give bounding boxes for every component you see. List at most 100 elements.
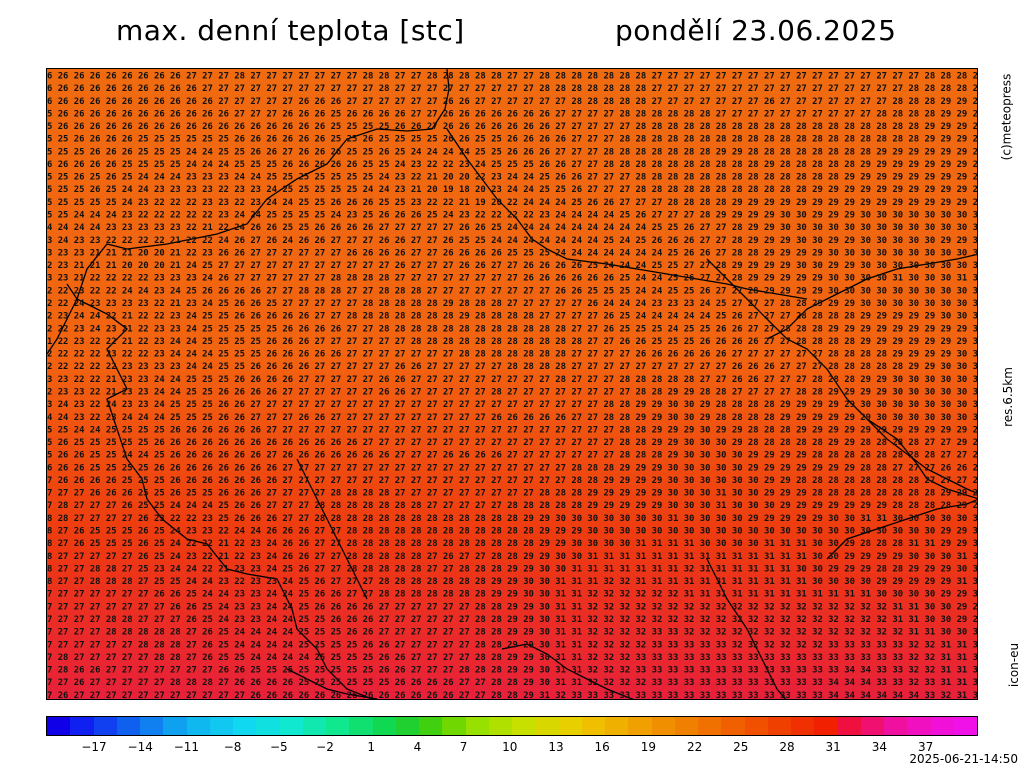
grid-row: 6 26 26 25 25 25 25 26 26 26 26 26 26 26… (47, 462, 978, 473)
map-title: max. denní teplota [stc] (116, 14, 465, 47)
border-line (501, 643, 634, 699)
grid-row: 7 27 27 27 28 28 27 27 27 26 25 24 23 23… (47, 614, 978, 625)
colorbar-segment (953, 717, 977, 735)
colorbar-segment (907, 717, 931, 735)
grid-row: 2 23 21 21 21 20 20 20 21 24 25 27 27 27… (47, 260, 978, 271)
colorbar-tick-label: 7 (459, 740, 468, 754)
resolution-label: res.6.5km (1001, 367, 1016, 427)
grid-row: 4 24 23 22 23 24 24 24 25 25 25 26 26 27… (47, 412, 978, 423)
grid-row: 8 27 27 28 28 28 27 25 25 24 24 23 22 23… (47, 576, 978, 587)
grid-row: 3 23 22 22 21 23 23 24 24 25 25 25 26 26… (47, 374, 978, 385)
grid-row: 2 22 22 22 23 22 22 23 24 24 24 25 25 25… (47, 349, 978, 360)
grid-row: 7 27 27 27 27 27 27 26 26 25 24 24 23 23… (47, 589, 978, 600)
colorbar-tick-label: 28 (779, 740, 795, 754)
colorbar-tick-label: 31 (825, 740, 841, 754)
temperature-values: 6 26 26 26 26 26 26 26 26 27 27 27 28 27… (47, 70, 978, 699)
colorbar-segment (884, 717, 908, 735)
colorbar-segment (326, 717, 350, 735)
colorbar-tick-label: 4 (413, 740, 422, 754)
colorbar-tick-label: −14 (127, 740, 153, 754)
colorbar-segment (674, 717, 698, 735)
grid-row: 7 27 27 27 28 28 28 28 28 27 26 25 24 24… (47, 627, 978, 638)
colorbar-segment (395, 717, 419, 735)
colorbar-segment (605, 717, 629, 735)
grid-row: 5 26 26 26 26 26 26 26 26 26 26 26 26 26… (47, 121, 978, 132)
grid-row: 3 23 23 21 21 21 20 20 21 22 23 26 26 27… (47, 247, 978, 258)
colorbar-ticks: −17 −14 −11 −8 −5 −2 1 4 7 10 13 16 19 22 25 28 31 34 37 (46, 740, 978, 756)
colorbar-segment (930, 717, 954, 735)
colorbar-tick-label: 13 (548, 740, 564, 754)
temperature-colorbar (46, 716, 978, 736)
grid-row: 7 28 27 27 27 27 27 28 28 27 26 25 25 24… (47, 652, 978, 663)
grid-row: 5 25 24 24 24 23 22 22 22 22 22 23 24 24… (47, 210, 978, 221)
grid-row: 7 27 27 27 27 27 27 27 26 26 25 24 23 23… (47, 601, 978, 612)
colorbar-segment (233, 717, 257, 735)
colorbar-tick-label: −5 (269, 740, 288, 754)
grid-row: 5 26 26 26 26 26 26 26 26 26 26 26 27 27… (47, 108, 978, 119)
colorbar-segment (302, 717, 326, 735)
grid-row: 3 24 23 23 22 22 22 22 21 22 22 24 26 27… (47, 235, 978, 246)
grid-row: 7 27 27 26 26 26 25 25 26 25 25 26 26 26… (47, 488, 978, 499)
grid-row: 8 27 26 25 25 25 26 25 24 23 23 22 24 24… (47, 526, 978, 537)
colorbar-segment (581, 717, 605, 735)
colorbar-tick-label: 22 (686, 740, 703, 754)
colorbar-segment (419, 717, 443, 735)
grid-row: 2 23 23 22 21 23 23 24 24 25 25 26 26 26… (47, 386, 978, 397)
temperature-map[interactable]: 6 26 26 26 26 26 26 26 26 27 27 27 28 27… (46, 68, 978, 700)
colorbar-segment (186, 717, 210, 735)
grid-row: 5 25 24 24 25 25 25 25 26 26 26 26 26 26… (47, 424, 978, 435)
temperature-grid: 6 26 26 26 26 26 26 26 26 27 27 27 28 27… (47, 69, 978, 699)
grid-row: 5 25 26 26 26 26 25 25 25 25 25 25 26 26… (47, 134, 978, 145)
colorbar-segment (465, 717, 489, 735)
grid-row: 5 26 26 25 25 24 24 25 26 26 26 26 26 26… (47, 450, 978, 461)
grid-row: 7 27 26 27 27 27 27 27 28 28 28 27 26 26… (47, 677, 978, 688)
grid-row: 5 25 26 25 26 25 24 24 24 23 23 23 24 24… (47, 172, 978, 183)
grid-row: 7 28 27 27 27 26 25 25 24 24 24 25 26 26… (47, 500, 978, 511)
colorbar-segment (512, 717, 536, 735)
colorbar-segment (442, 717, 466, 735)
generated-timestamp: 2025-06-21-14:50 (909, 752, 1018, 766)
colorbar-segment (558, 717, 582, 735)
grid-row: 8 27 26 25 25 25 26 25 24 22 22 21 22 23… (47, 538, 978, 549)
colorbar-tick-label: 1 (367, 740, 376, 754)
country-borders (47, 69, 977, 699)
border-line (866, 418, 977, 494)
colorbar-tick-label: −2 (316, 740, 334, 754)
grid-row: 2 22 22 22 22 23 23 23 23 24 24 25 25 26… (47, 361, 978, 372)
colorbar-segment (744, 717, 768, 735)
grid-row: 8 28 27 27 27 27 26 23 22 22 23 25 26 26… (47, 513, 978, 524)
grid-row: 6 26 26 26 26 25 25 25 25 24 24 24 25 25… (47, 159, 978, 170)
grid-row: 5 25 25 25 25 24 23 22 22 22 23 23 22 23… (47, 197, 978, 208)
border-line (706, 558, 787, 699)
colorbar-segment (628, 717, 652, 735)
colorbar-segment (837, 717, 861, 735)
border-line (47, 69, 450, 355)
border-line (766, 253, 977, 340)
grid-row: 2 22 23 22 22 24 24 23 24 25 26 26 26 26… (47, 285, 978, 296)
grid-row: 6 26 26 26 26 26 26 26 26 27 27 27 28 27… (47, 70, 978, 81)
colorbar-segment (721, 717, 745, 735)
colorbar-segment (791, 717, 815, 735)
grid-row: 4 24 24 24 23 23 23 23 23 22 21 22 24 26… (47, 222, 978, 233)
grid-row: 3 23 21 22 22 22 22 23 23 23 24 26 27 27… (47, 273, 978, 284)
colorbar-tick-label: −8 (223, 740, 242, 754)
colorbar-segment (860, 717, 884, 735)
colorbar-segment (47, 717, 71, 735)
colorbar-segment (209, 717, 233, 735)
colorbar-tick-label: 19 (640, 740, 657, 754)
grid-row: 7 27 27 27 27 27 28 28 28 27 26 25 24 24… (47, 639, 978, 650)
grid-row: 2 23 24 24 22 21 22 22 23 24 25 25 26 26… (47, 311, 978, 322)
grid-row: 2 22 23 24 23 21 22 23 23 24 25 25 25 25… (47, 323, 978, 334)
grid-row: 8 27 27 27 27 27 26 25 24 23 22 21 22 23… (47, 551, 978, 562)
colorbar-segment (651, 717, 675, 735)
colorbar-segment (535, 717, 559, 735)
model-label: icon-eu (1006, 642, 1021, 688)
grid-row: 6 26 26 26 26 26 26 26 26 26 27 27 27 27… (47, 83, 978, 94)
colorbar-segment (163, 717, 187, 735)
border-line (706, 258, 977, 500)
grid-row: 7 26 26 26 26 25 25 25 26 26 26 26 26 26… (47, 475, 978, 486)
colorbar-segment (140, 717, 164, 735)
grid-row: 5 25 25 26 25 24 24 23 23 23 23 22 23 23… (47, 184, 978, 195)
copyright-label: (c)meteopress (999, 73, 1014, 161)
colorbar-segment (70, 717, 94, 735)
